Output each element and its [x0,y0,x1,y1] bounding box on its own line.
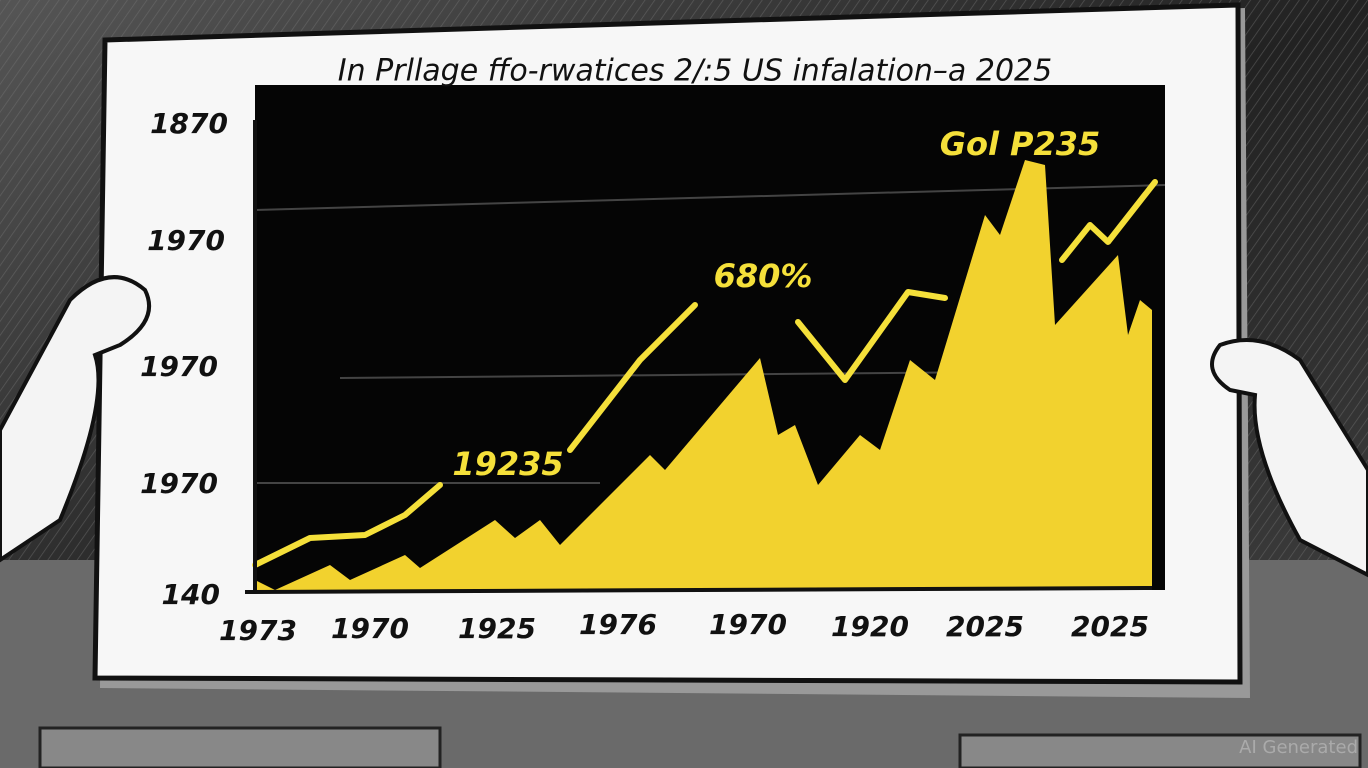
axes [244,120,1153,594]
annotation: 19235 [452,445,563,483]
left-hand [0,275,151,563]
y-axis-label: 1970 [140,467,218,500]
x-axis-label: 1925 [458,612,536,645]
line [252,179,1158,568]
x-axis-label: 1970 [709,608,787,641]
x-axis-label: 2025 [946,610,1024,643]
grid [254,184,1166,484]
area [255,160,1152,590]
watermark: AI Generated [1239,737,1358,758]
x-axis-label: 1970 [331,612,409,645]
x-axis-label: 1976 [579,608,657,641]
x-axis-label: 1920 [831,610,909,643]
annotation: 680% [714,257,813,295]
y-axis-label: 1970 [147,224,225,257]
y-axis-label: 1970 [140,350,218,383]
right-hand [1210,338,1368,578]
y-axis-label: 140 [162,578,220,611]
podium-left [38,726,442,768]
podium-right [958,733,1362,768]
x-axis-label: 2025 [1071,610,1149,643]
annotation: Gol P235 [940,125,1101,163]
x-axis-label: 1973 [219,614,297,647]
title: In Prllage ffo-rwatices 2/:5 US infalati… [338,54,1052,89]
y-axis-label: 1870 [150,107,228,140]
